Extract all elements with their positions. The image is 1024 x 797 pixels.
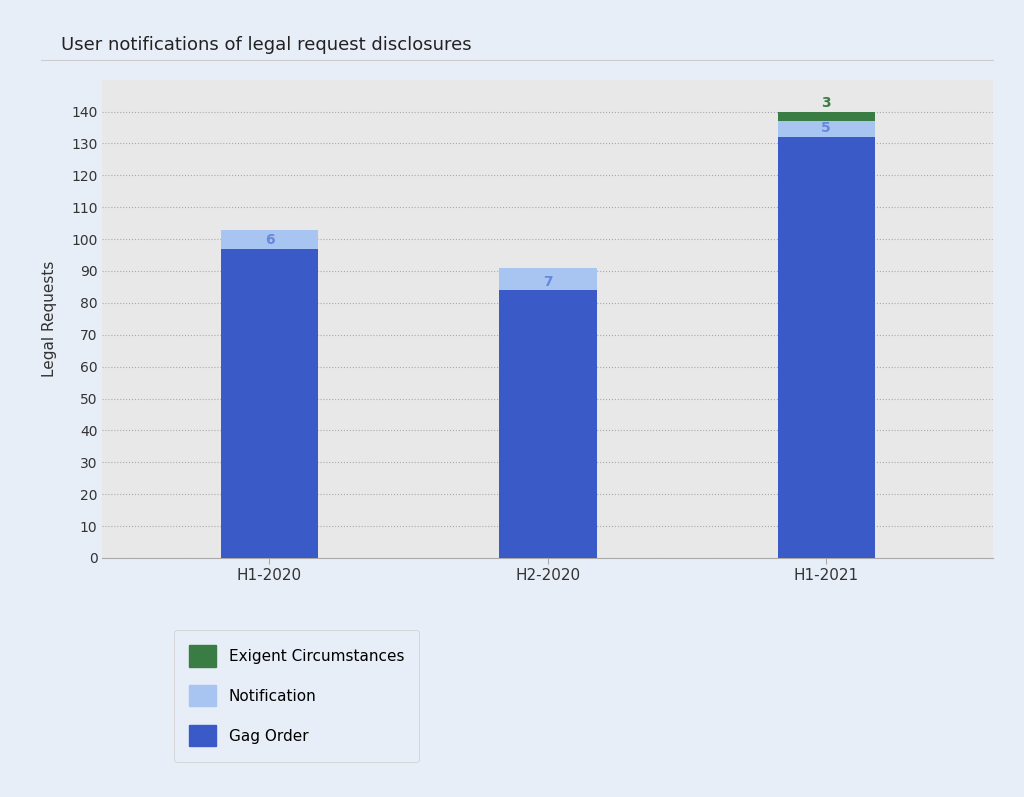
Legend: Exigent Circumstances, Notification, Gag Order: Exigent Circumstances, Notification, Gag…	[174, 630, 420, 762]
Text: User notifications of legal request disclosures: User notifications of legal request disc…	[61, 36, 472, 54]
Text: 132: 132	[812, 140, 841, 155]
Bar	[777, 137, 874, 558]
Bar	[499, 290, 597, 558]
Text: 84: 84	[538, 293, 558, 308]
Bar	[221, 249, 318, 558]
Text: 7: 7	[543, 274, 553, 289]
Bar	[777, 112, 874, 121]
Text: 3: 3	[821, 96, 831, 110]
Text: 5: 5	[821, 121, 831, 135]
Bar	[221, 230, 318, 249]
Y-axis label: Legal Requests: Legal Requests	[42, 261, 57, 377]
Text: 6: 6	[264, 233, 274, 247]
Text: 97: 97	[260, 252, 280, 266]
Bar	[777, 121, 874, 137]
Bar	[499, 268, 597, 290]
